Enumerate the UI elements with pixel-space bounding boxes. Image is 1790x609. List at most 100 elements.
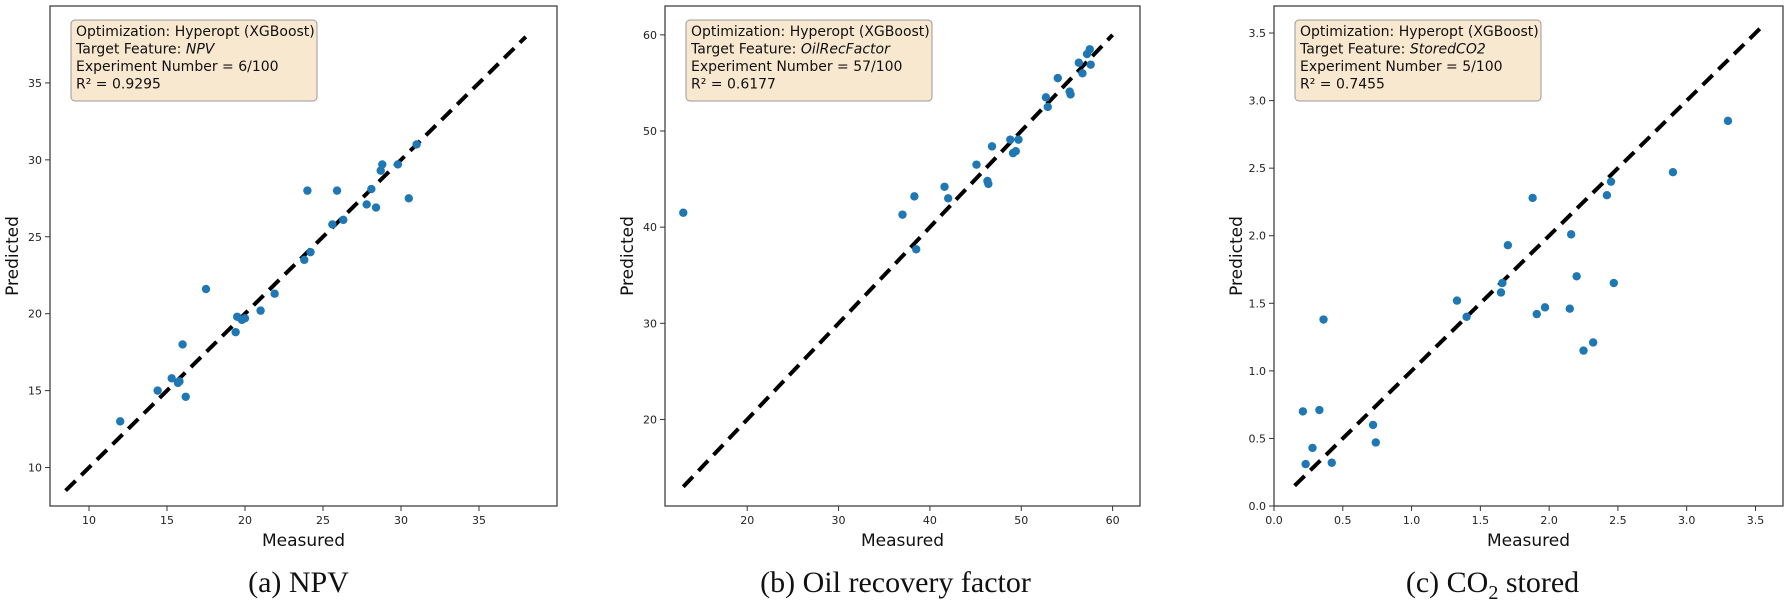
x-tick-label: 25 bbox=[316, 514, 330, 527]
identity-line bbox=[681, 33, 1115, 489]
annotation-target-prefix: Target Feature: bbox=[690, 42, 801, 58]
y-tick-label: 25 bbox=[28, 231, 42, 244]
data-point bbox=[1452, 296, 1462, 305]
data-point bbox=[1532, 309, 1541, 319]
data-point bbox=[987, 142, 997, 151]
y-tick-label: 35 bbox=[28, 77, 42, 90]
annotation-target-feature: Target Feature: OilRecFactor bbox=[690, 42, 891, 58]
data-point bbox=[1086, 60, 1095, 69]
y-tick-label: 3.0 bbox=[1249, 95, 1267, 108]
data-point bbox=[303, 186, 312, 195]
x-axis-label: Measured bbox=[861, 531, 944, 551]
y-tick-label: 30 bbox=[28, 154, 42, 167]
data-point bbox=[1368, 420, 1378, 430]
data-point bbox=[371, 203, 381, 212]
annotation-target-prefix: Target Feature: bbox=[1299, 42, 1410, 58]
data-point bbox=[1528, 193, 1537, 203]
data-point bbox=[1327, 458, 1336, 467]
data-point bbox=[1565, 304, 1574, 313]
x-tick-label: 0.5 bbox=[1334, 514, 1352, 527]
y-tick-label: 1.5 bbox=[1249, 297, 1267, 310]
y-tick-label: 1.0 bbox=[1249, 365, 1267, 378]
data-point bbox=[1496, 288, 1506, 297]
data-point bbox=[1319, 315, 1328, 324]
data-point bbox=[1462, 312, 1471, 322]
caption-c-suffix: stored bbox=[1498, 566, 1580, 599]
y-tick-label: 20 bbox=[643, 413, 657, 426]
x-tick-label: 20 bbox=[238, 514, 252, 527]
annotation-r2: R² = 0.6177 bbox=[691, 77, 776, 93]
data-point bbox=[1503, 240, 1513, 250]
caption-c-subscript: 2 bbox=[1488, 582, 1499, 604]
data-point bbox=[167, 374, 176, 383]
x-tick-label: 50 bbox=[1014, 514, 1028, 527]
x-tick-label: 2.0 bbox=[1540, 514, 1558, 527]
annotation-target-name: StoredCO2 bbox=[1410, 42, 1486, 58]
data-point bbox=[940, 182, 949, 191]
data-point bbox=[270, 289, 279, 298]
x-tick-label: 30 bbox=[832, 514, 846, 527]
identity-line bbox=[64, 35, 528, 493]
data-point bbox=[412, 140, 421, 149]
data-point bbox=[910, 192, 919, 201]
data-point bbox=[1041, 93, 1051, 102]
y-tick-label: 40 bbox=[643, 221, 657, 234]
y-tick-label: 0.0 bbox=[1249, 500, 1267, 513]
annotation-experiment-number: Experiment Number = 6/100 bbox=[76, 59, 279, 75]
y-tick-label: 2.5 bbox=[1249, 162, 1267, 175]
data-point bbox=[300, 255, 309, 265]
data-point bbox=[116, 417, 125, 426]
x-tick-label: 2.5 bbox=[1609, 514, 1627, 527]
y-tick-label: 3.5 bbox=[1249, 27, 1267, 40]
x-tick-label: 15 bbox=[160, 514, 174, 527]
data-point bbox=[1085, 45, 1094, 54]
chart-panel-a: 10 15 20 25 30 35 10 15 20 25 30 35 Measured Predicte… bbox=[3, 5, 558, 551]
data-point bbox=[1066, 90, 1075, 99]
data-point bbox=[1074, 58, 1083, 67]
y-tick-label: 2.0 bbox=[1249, 230, 1267, 243]
data-point bbox=[1498, 278, 1507, 288]
data-point bbox=[1078, 69, 1087, 78]
data-point bbox=[404, 194, 413, 203]
y-tick-label: 50 bbox=[643, 125, 657, 138]
x-tick-label: 10 bbox=[82, 514, 96, 527]
annotation-optimization: Optimization: Hyperopt (XGBoost) bbox=[76, 24, 315, 40]
data-point bbox=[306, 247, 315, 257]
data-point bbox=[378, 160, 387, 169]
data-point bbox=[1301, 459, 1310, 469]
data-point bbox=[943, 194, 953, 203]
data-point bbox=[1668, 168, 1678, 177]
axes-frame bbox=[49, 5, 558, 507]
x-axis-label: Measured bbox=[262, 531, 345, 551]
annotation-optimization: Optimization: Hyperopt (XGBoost) bbox=[1300, 24, 1539, 40]
data-point bbox=[201, 284, 211, 294]
data-point bbox=[1006, 135, 1015, 144]
data-point bbox=[153, 386, 162, 395]
data-point bbox=[1723, 116, 1733, 126]
x-tick-label: 60 bbox=[1106, 514, 1120, 527]
data-point bbox=[178, 340, 187, 349]
axes-frame bbox=[664, 5, 1141, 507]
caption-a: (a) NPV bbox=[248, 566, 349, 599]
data-point bbox=[1602, 190, 1612, 200]
x-tick-label: 1.0 bbox=[1403, 514, 1421, 527]
data-point bbox=[367, 184, 376, 194]
data-point bbox=[1566, 230, 1576, 239]
data-point bbox=[1572, 272, 1581, 281]
annotation-box bbox=[1294, 19, 1542, 102]
data-point bbox=[1315, 405, 1324, 415]
annotation-r2: R² = 0.7455 bbox=[1300, 77, 1385, 93]
y-tick-label: 0.5 bbox=[1249, 432, 1267, 445]
y-axis-label: Predicted bbox=[3, 216, 23, 296]
data-point bbox=[679, 208, 688, 217]
data-point bbox=[240, 314, 250, 323]
data-point bbox=[1014, 135, 1023, 144]
annotation-r2: R² = 0.9295 bbox=[76, 77, 161, 93]
x-tick-label: 35 bbox=[472, 514, 486, 527]
x-tick-label: 1.5 bbox=[1472, 514, 1490, 527]
data-point bbox=[1579, 346, 1588, 355]
y-axis-label: Predicted bbox=[1227, 216, 1247, 296]
annotation-experiment-number: Experiment Number = 57/100 bbox=[691, 59, 902, 75]
data-point bbox=[231, 327, 240, 337]
x-tick-label: 0.0 bbox=[1265, 514, 1283, 527]
